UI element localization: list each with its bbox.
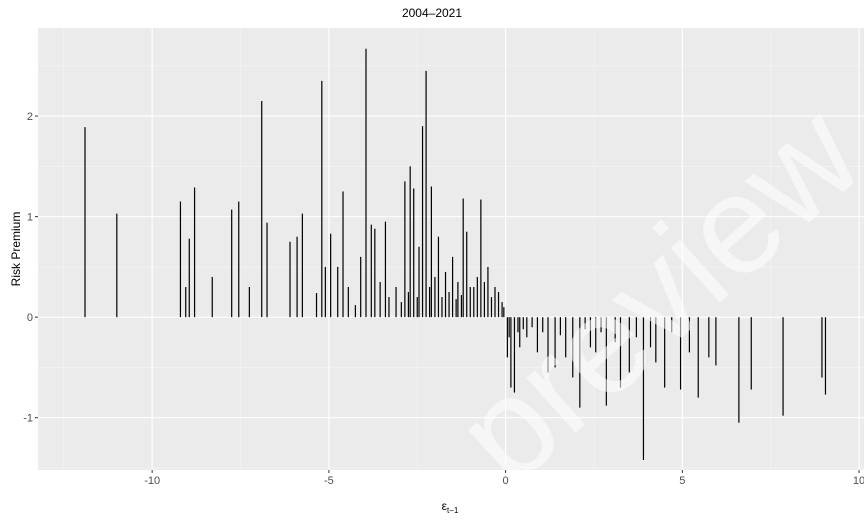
panel — [38, 28, 864, 470]
x-tick-label: 0 — [503, 475, 509, 487]
x-tick-label: 10 — [853, 475, 864, 487]
y-tick-label: 1 — [27, 212, 33, 224]
x-label-base: ε — [442, 499, 448, 513]
x-tick-label: -5 — [324, 475, 334, 487]
y-tick-label: 0 — [27, 312, 33, 324]
y-tick-label: 2 — [27, 111, 33, 123]
x-axis-label: εt−1 — [442, 499, 459, 515]
chart-title: 2004–2021 — [402, 6, 462, 20]
y-axis-label: Risk Premium — [9, 212, 23, 287]
x-tick-label: -10 — [144, 475, 160, 487]
x-tick-label: 5 — [679, 475, 685, 487]
y-tick-label: -1 — [23, 413, 33, 425]
x-label-sub: t−1 — [447, 506, 459, 515]
